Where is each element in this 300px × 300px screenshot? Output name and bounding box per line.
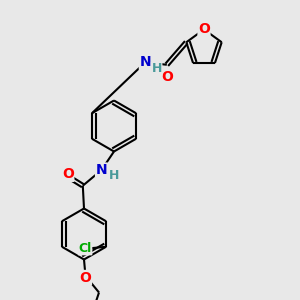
Text: O: O: [161, 70, 173, 84]
Text: H: H: [109, 169, 119, 182]
Text: Cl: Cl: [79, 242, 92, 255]
Text: O: O: [198, 22, 210, 36]
Text: H: H: [152, 62, 162, 76]
Text: N: N: [140, 56, 151, 69]
Text: O: O: [62, 167, 74, 181]
Text: N: N: [96, 163, 107, 177]
Text: O: O: [80, 271, 92, 284]
